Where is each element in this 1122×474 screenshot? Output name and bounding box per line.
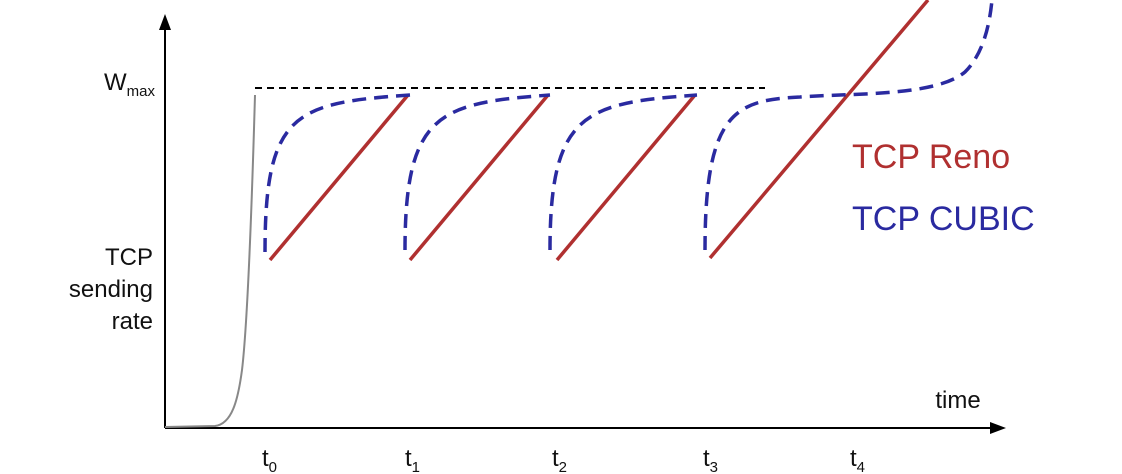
cubic-curves [263,0,994,253]
tick-base: t [405,445,412,472]
y-label-line: rate [112,308,153,335]
tick-base: t [262,445,269,472]
reno-line [408,93,550,262]
tick-sub: 0 [269,459,277,474]
reno-line [555,93,697,262]
x-ticks: t0 t1 t2 t3 t4 [262,445,865,474]
cubic-curve [548,93,698,251]
y-arrow [159,14,171,30]
x-tick-label: t0 [262,445,277,474]
reno-line [708,0,930,260]
cubic-curve [263,93,411,253]
tick-base: t [850,445,857,472]
cubic-curve [703,0,994,251]
tick-sub: 4 [857,459,865,474]
tick-sub: 2 [559,459,567,474]
tick-base: t [703,445,710,472]
wmax-base: W [104,69,127,96]
y-label-line: TCP [105,244,153,271]
tick-sub: 1 [412,459,420,474]
legend-reno: TCP Reno [852,138,1010,176]
x-arrow [990,422,1006,434]
tick-base: t [552,445,559,472]
reno-line [268,93,410,262]
legend-cubic: TCP CUBIC [852,200,1035,238]
slow-start-curve [164,94,256,428]
tick-sub: 3 [710,459,718,474]
cubic-curve [403,93,551,251]
reno-lines [268,0,930,262]
x-tick-label: t1 [405,445,420,474]
x-tick-label: t2 [552,445,567,474]
wmax-sub: max [127,83,156,100]
wmax-label: Wmax [104,69,155,100]
x-label: time [935,387,980,414]
y-label-line: sending [69,276,153,303]
x-tick-label: t4 [850,445,865,474]
x-tick-label: t3 [703,445,718,474]
